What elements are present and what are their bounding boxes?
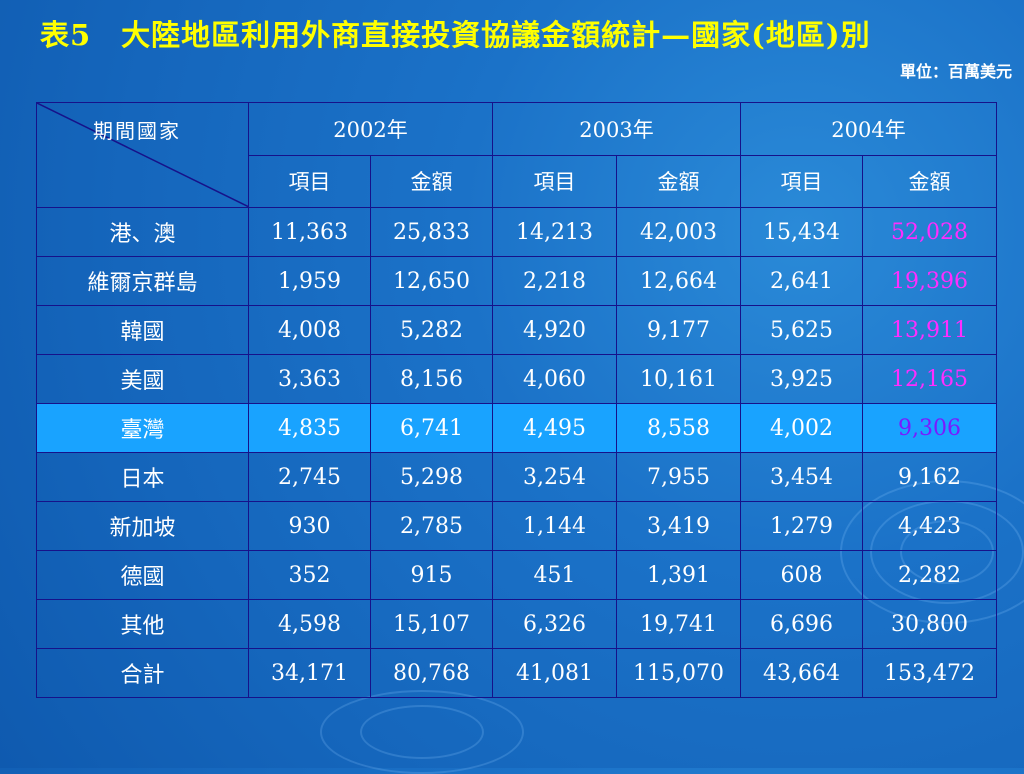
subheader-amount: 金額	[616, 154, 741, 208]
year-header-2003: 2003年	[492, 102, 741, 156]
item-count-cell: 2,745	[248, 452, 371, 502]
amount-cell: 10,161	[616, 354, 741, 404]
amount-cell: 30,800	[862, 599, 997, 649]
item-count-cell: 1,279	[740, 501, 863, 551]
amount-cell: 19,741	[616, 599, 741, 649]
country-cell: 新加坡	[36, 501, 249, 551]
item-count-cell: 451	[492, 550, 617, 600]
amount-cell: 12,165	[862, 354, 997, 404]
country-cell: 維爾京群島	[36, 256, 249, 306]
amount-cell: 25,833	[370, 207, 493, 257]
item-count-cell: 14,213	[492, 207, 617, 257]
corner-header-cell: 期間國家	[36, 102, 249, 208]
table-row: 其他 4,598 15,107 6,326 19,741 6,696 30,800	[36, 599, 997, 649]
amount-cell: 12,650	[370, 256, 493, 306]
item-count-cell: 3,363	[248, 354, 371, 404]
item-count-cell: 1,144	[492, 501, 617, 551]
amount-cell: 6,741	[370, 403, 493, 453]
item-count-cell: 352	[248, 550, 371, 600]
item-count-cell: 4,008	[248, 305, 371, 355]
amount-cell: 4,423	[862, 501, 997, 551]
item-count-cell: 43,664	[740, 648, 863, 698]
country-cell: 合計	[36, 648, 249, 698]
subheader-amount: 金額	[370, 154, 493, 208]
amount-cell: 1,391	[616, 550, 741, 600]
amount-cell: 12,664	[616, 256, 741, 306]
item-count-cell: 6,326	[492, 599, 617, 649]
amount-cell: 5,298	[370, 452, 493, 502]
item-count-cell: 1,959	[248, 256, 371, 306]
table-row: 日本 2,745 5,298 3,254 7,955 3,454 9,162	[36, 452, 997, 502]
amount-cell: 2,282	[862, 550, 997, 600]
amount-cell: 9,177	[616, 305, 741, 355]
item-count-cell: 4,598	[248, 599, 371, 649]
item-count-cell: 5,625	[740, 305, 863, 355]
amount-cell: 3,419	[616, 501, 741, 551]
year-header-2004: 2004年	[740, 102, 997, 156]
diagonal-divider	[37, 103, 249, 207]
item-count-cell: 930	[248, 501, 371, 551]
table-row: 合計 34,171 80,768 41,081 115,070 43,664 153,472	[36, 648, 997, 698]
subheader-items: 項目	[492, 154, 617, 208]
country-cell: 日本	[36, 452, 249, 502]
country-cell: 港、澳	[36, 207, 249, 257]
item-count-cell: 34,171	[248, 648, 371, 698]
item-count-cell: 3,925	[740, 354, 863, 404]
item-count-cell: 2,218	[492, 256, 617, 306]
amount-cell: 2,785	[370, 501, 493, 551]
item-count-cell: 11,363	[248, 207, 371, 257]
item-count-cell: 4,002	[740, 403, 863, 453]
page-title: 表5 大陸地區利用外商直接投資協議金額統計—國家(地區)別	[40, 18, 871, 52]
table-row: 維爾京群島 1,959 12,650 2,218 12,664 2,641 19,396	[36, 256, 997, 306]
item-count-cell: 4,060	[492, 354, 617, 404]
amount-cell: 19,396	[862, 256, 997, 306]
amount-cell: 153,472	[862, 648, 997, 698]
subheader-items: 項目	[740, 154, 863, 208]
table-row: 德國 352 915 451 1,391 608 2,282	[36, 550, 997, 600]
subheader-amount: 金額	[862, 154, 997, 208]
amount-cell: 9,162	[862, 452, 997, 502]
amount-cell: 8,558	[616, 403, 741, 453]
item-count-cell: 608	[740, 550, 863, 600]
amount-cell: 7,955	[616, 452, 741, 502]
table-row: 港、澳 11,363 25,833 14,213 42,003 15,434 52,028	[36, 207, 997, 257]
item-count-cell: 4,920	[492, 305, 617, 355]
country-cell: 臺灣	[36, 403, 249, 453]
country-cell: 美國	[36, 354, 249, 404]
amount-cell: 915	[370, 550, 493, 600]
item-count-cell: 3,254	[492, 452, 617, 502]
item-count-cell: 41,081	[492, 648, 617, 698]
amount-cell: 52,028	[862, 207, 997, 257]
investment-table: 期間國家 2002年 2003年 2004年 項目 金額 項目 金額 項目 金額…	[36, 102, 997, 698]
amount-cell: 9,306	[862, 403, 997, 453]
item-count-cell: 4,495	[492, 403, 617, 453]
subheader-items: 項目	[248, 154, 371, 208]
unit-label: 單位：百萬美元	[899, 62, 1012, 81]
amount-cell: 15,107	[370, 599, 493, 649]
amount-cell: 5,282	[370, 305, 493, 355]
table-row: 臺灣 4,835 6,741 4,495 8,558 4,002 9,306	[36, 403, 997, 453]
country-cell: 韓國	[36, 305, 249, 355]
item-count-cell: 6,696	[740, 599, 863, 649]
country-cell: 德國	[36, 550, 249, 600]
amount-cell: 80,768	[370, 648, 493, 698]
table-row: 美國 3,363 8,156 4,060 10,161 3,925 12,165	[36, 354, 997, 404]
country-cell: 其他	[36, 599, 249, 649]
amount-cell: 8,156	[370, 354, 493, 404]
amount-cell: 13,911	[862, 305, 997, 355]
year-header-2002: 2002年	[248, 102, 493, 156]
item-count-cell: 4,835	[248, 403, 371, 453]
item-count-cell: 15,434	[740, 207, 863, 257]
item-count-cell: 3,454	[740, 452, 863, 502]
amount-cell: 115,070	[616, 648, 741, 698]
table-row: 新加坡 930 2,785 1,144 3,419 1,279 4,423	[36, 501, 997, 551]
item-count-cell: 2,641	[740, 256, 863, 306]
decorative-ripple	[320, 690, 524, 774]
amount-cell: 42,003	[616, 207, 741, 257]
table-row: 韓國 4,008 5,282 4,920 9,177 5,625 13,911	[36, 305, 997, 355]
corner-header-label: 期間國家	[93, 119, 181, 143]
